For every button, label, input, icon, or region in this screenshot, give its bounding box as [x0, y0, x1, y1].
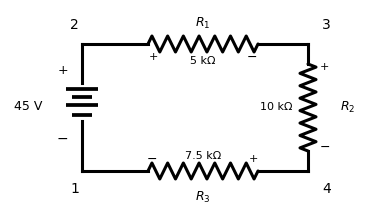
- Text: 4: 4: [322, 182, 331, 196]
- Text: −: −: [147, 152, 157, 166]
- Text: +: +: [148, 52, 158, 62]
- Text: +: +: [248, 154, 258, 164]
- Text: 1: 1: [70, 182, 79, 196]
- Text: −: −: [56, 132, 68, 146]
- Text: 2: 2: [70, 18, 79, 32]
- Text: +: +: [320, 62, 329, 72]
- Text: 45 V: 45 V: [14, 101, 42, 113]
- Text: 10 kΩ: 10 kΩ: [260, 102, 293, 112]
- Text: $R_1$: $R_1$: [195, 16, 211, 30]
- Text: $R_2$: $R_2$: [340, 99, 356, 115]
- Text: +: +: [57, 65, 68, 78]
- Text: 7.5 kΩ: 7.5 kΩ: [185, 151, 221, 161]
- Text: −: −: [320, 141, 330, 154]
- Text: −: −: [247, 51, 257, 64]
- Text: $R_3$: $R_3$: [195, 189, 211, 205]
- Text: 5 kΩ: 5 kΩ: [190, 56, 216, 66]
- Text: 3: 3: [322, 18, 331, 32]
